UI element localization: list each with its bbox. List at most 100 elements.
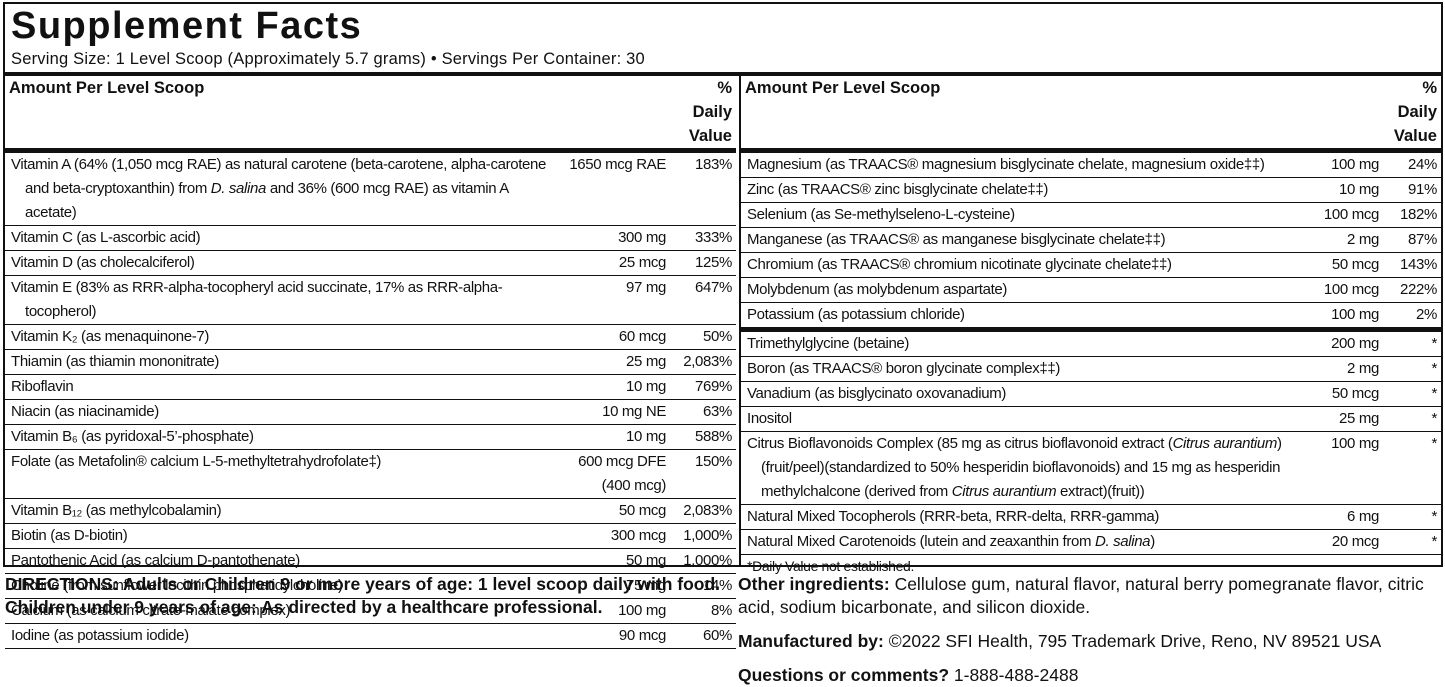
amount: 75 mg [626,577,666,594]
nutrient-row: Natural Mixed Tocopherols (RRR-beta, RRR… [741,505,1441,530]
nutrient-name: Riboflavin [11,378,74,395]
daily-value: 24% [1408,156,1437,173]
divider [5,72,1441,76]
header: Amount Per Level Scoop [9,79,205,97]
daily-value: 14% [703,577,732,594]
amount: 10 mg [626,378,666,395]
header-row: Amount Per Level Scoop % Daily Value [5,76,736,151]
nutrient-row: Vanadium (as bisglycinato oxovanadium) 50… [741,382,1441,407]
nutrient-name: Natural Mixed Tocopherols (RRR-beta, RRR… [747,508,1160,525]
nutrient-name: Niacin (as niacinamide) [11,403,159,420]
amount: 100 mcg [1323,281,1379,298]
daily-value: * [1431,360,1438,377]
daily-value: 588% [695,428,732,445]
nutrient-row: Boron (as TRAACS® boron glycinate comple… [741,357,1441,382]
nutrient-row: Pantothenic Acid (as calcium D-pantothen… [5,549,736,574]
daily-value: 91% [1408,181,1437,198]
amount: 10 mg [626,428,666,445]
amount: 25 mg [1339,410,1379,427]
nutrient-name: Potassium (as potassium chloride) [747,306,965,323]
amount: 50 mcg [618,502,666,519]
daily-value: 222% [1400,281,1437,298]
nutrient-name: Selenium (as Se-methylseleno-L-cysteine) [747,206,1015,223]
nutrient-name: Vitamin A (64% (1,050 mcg RAE) as natura… [5,151,560,226]
nutrient-row: Niacin (as niacinamide) 10 mg NE 63% [5,400,736,425]
nutrient-name: Molybdenum (as molybdenum aspartate) [747,281,1008,298]
amount: 2 mg [1347,231,1379,248]
daily-value: * [1431,435,1438,452]
nutrient-row: Trimethylglycine (betaine) 200 mg * [741,330,1441,357]
nutrient-row: Vitamin A (64% (1,050 mcg RAE) as natura… [5,151,736,226]
daily-value: 63% [703,403,732,420]
nutrient-row: Riboflavin 10 mg 769% [5,375,736,400]
nutrient-name: Vitamin B₁₂ (as methylcobalamin) [11,502,222,519]
daily-value: * [1431,385,1438,402]
daily-value: 182% [1400,206,1437,223]
nutrient-name: Calcium (as calcium citrate-malate compl… [11,602,291,619]
daily-value: 125% [695,254,732,271]
label: Manufactured by: [738,631,884,651]
nutrient-row: Vitamin D (as cholecalciferol) 25 mcg 125% [5,251,736,276]
other-ingredients: Other ingredients: Cellulose gum, natura… [738,573,1438,619]
nutrient-row: Citrus Bioflavonoids Complex (85 mg as c… [741,432,1441,505]
nutrient-name: Choline (from sunflower lecithin phospha… [11,577,343,594]
footnote: *Daily Value not established. [747,558,915,574]
nutrient-row: Magnesium (as TRAACS® magnesium bisglyci… [741,151,1441,178]
header: Amount Per Level Scoop [745,79,941,97]
facts-table: Amount Per Level Scoop % Daily Value Magne… [741,76,1441,577]
daily-value: 647% [695,279,732,296]
text: 1-888-488-2488 [953,665,1079,685]
directions: DIRECTIONS: Adults or Children 9 or more… [5,574,721,617]
nutrient-row: Biotin (as D-biotin) 300 mcg 1,000% [5,524,736,549]
nutrient-row: Vitamin B₆ (as pyridoxal-5’-phosphate) 10… [5,425,736,450]
daily-value: 50% [703,328,732,345]
nutrient-row: Natural Mixed Carotenoids (lutein and ze… [741,530,1441,555]
nutrient-row: Vitamin E (83% as RRR-alpha-tocopheryl a… [5,276,736,325]
text: ©2022 SFI Health, 795 Trademark Drive, R… [888,631,1382,651]
title: Supplement Facts [11,5,363,47]
nutrient-name: Vitamin E (83% as RRR-alpha-tocopheryl a… [11,279,503,320]
daily-value: * [1431,508,1438,525]
nutrient-name: Folate (as Metafolin® calcium L-5-methyl… [11,453,382,470]
nutrient-name: Vanadium (as bisglycinato oxovanadium) [747,385,1007,402]
nutrient-name: Inositol [747,410,792,427]
nutrient-row: Zinc (as TRAACS® zinc bisglycinate chela… [741,178,1441,203]
nutrient-row: Thiamin (as thiamin mononitrate) 25 mg 2,0… [5,350,736,375]
questions: Questions or comments? 1-888-488-2488 [738,664,1438,687]
facts-table: Amount Per Level Scoop % Daily Value Vitam… [5,76,736,649]
left-column: Amount Per Level Scoop % Daily Value Vitam… [5,76,736,649]
nutrient-row: Folate (as Metafolin® calcium L-5-methyl… [5,450,736,499]
nutrient-row: Choline (from sunflower lecithin phospha… [5,574,736,599]
text: extract)(fruit)) [1056,483,1145,500]
amount: 25 mg [626,353,666,370]
daily-value: 2,083% [683,353,732,370]
text: ) [1150,533,1155,550]
nutrient-name: Pantothenic Acid (as calcium D-pantothen… [11,552,300,569]
label: Other ingredients: [738,574,890,594]
nutrient-name: Natural Mixed Carotenoids (lutein and ze… [741,530,1291,555]
daily-value: 8% [711,602,732,619]
text: Vitamin A (64% (1,050 mcg RAE) as natura… [11,156,547,197]
amount: 97 mg [626,279,666,296]
daily-value: 150% [695,453,732,470]
nutrient-row: Selenium (as Se-methylseleno-L-cysteine)… [741,203,1441,228]
nutrient-row: Inositol 25 mg * [741,407,1441,432]
nutrient-name: Vitamin D (as cholecalciferol) [11,254,195,271]
daily-value: 2% [1416,306,1437,323]
daily-value: 60% [703,627,732,644]
daily-value: 333% [695,229,732,246]
nutrient-name: Thiamin (as thiamin mononitrate) [11,353,220,370]
amount: 50 mg [626,552,666,569]
daily-value: * [1431,410,1438,427]
right-column: Amount Per Level Scoop % Daily Value Magne… [739,76,1441,574]
amount: 10 mg [1339,181,1379,198]
nutrient-name: Vitamin C (as L-ascorbic acid) [11,229,201,246]
label: Questions or comments? [738,665,950,685]
nutrient-row: Potassium (as potassium chloride) 100 mg 2… [741,303,1441,330]
italic-text: Citrus aurantium [1172,435,1278,452]
nutrient-row: Vitamin K₂ (as menaquinone-7) 60 mcg 50% [5,325,736,350]
nutrient-row: Chromium (as TRAACS® chromium nicotinate… [741,253,1441,278]
facts-panel: Supplement Facts Serving Size: 1 Level S… [3,2,1443,649]
amount: 300 mcg [610,527,666,544]
manufacturer: Manufactured by: ©2022 SFI Health, 795 T… [738,630,1438,653]
